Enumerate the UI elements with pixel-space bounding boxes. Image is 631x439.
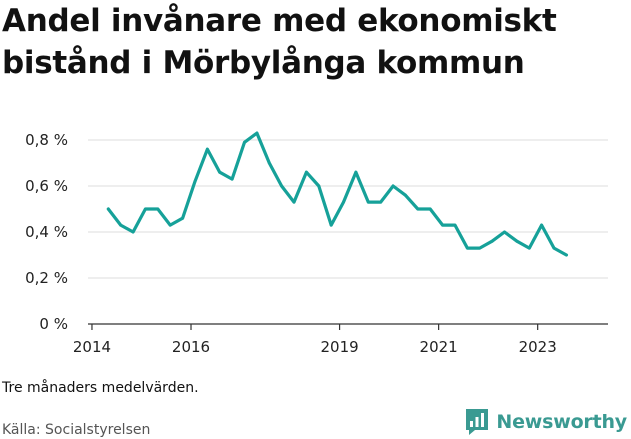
data-point xyxy=(193,180,197,183)
series-line xyxy=(106,131,569,257)
x-tick-label: 2016 xyxy=(172,338,210,356)
y-tick-label: 0,8 % xyxy=(25,131,68,149)
data-point xyxy=(131,230,135,234)
data-point xyxy=(379,200,383,204)
data-point xyxy=(441,223,444,227)
data-point xyxy=(280,184,284,188)
data-point xyxy=(366,200,370,204)
data-point xyxy=(230,177,234,181)
data-point xyxy=(478,246,482,250)
data-point xyxy=(329,223,333,227)
data-point xyxy=(106,207,110,211)
data-point xyxy=(428,207,432,211)
x-tick-label: 2021 xyxy=(420,338,458,356)
data-point xyxy=(503,230,506,234)
data-point xyxy=(354,170,358,174)
source-credit: Källa: Socialstyrelsen xyxy=(2,422,151,438)
data-point xyxy=(391,184,395,188)
brand-logo: Newsworthy xyxy=(464,407,627,437)
y-tick-label: 0,2 % xyxy=(25,269,68,287)
data-point xyxy=(404,193,407,197)
data-point xyxy=(305,170,308,174)
data-point xyxy=(292,200,296,204)
data-point xyxy=(255,131,259,135)
series-layer xyxy=(106,131,569,257)
chart-note: Tre månaders medelvärden. xyxy=(2,380,199,396)
data-point xyxy=(552,246,556,250)
y-tick-label: 0,4 % xyxy=(25,223,68,241)
data-point xyxy=(416,207,420,211)
data-point xyxy=(119,223,123,227)
data-point xyxy=(156,207,160,211)
x-axis: 0 % 0,2 % 0,4 % 0,6 % 0,8 % 2014 2016 2019 2021 2… xyxy=(25,131,557,356)
newsworthy-logo-icon xyxy=(466,409,489,435)
x-tick-label: 2014 xyxy=(73,338,111,356)
data-point xyxy=(565,253,568,257)
x-tick-label: 2019 xyxy=(320,338,358,356)
data-point xyxy=(168,223,172,227)
brand-name: Newsworthy xyxy=(496,411,627,433)
y-tick-label: 0,6 % xyxy=(25,177,68,195)
chart-title-line-1: Andel invånare med ekonomiskt xyxy=(2,3,557,39)
data-point xyxy=(267,161,271,165)
data-point xyxy=(490,239,494,243)
data-point xyxy=(540,223,544,227)
y-tick-label: 0 % xyxy=(39,315,68,333)
data-point xyxy=(144,207,147,211)
data-point xyxy=(453,223,457,227)
data-point xyxy=(205,147,209,151)
x-tick-label: 2023 xyxy=(519,338,557,356)
data-point xyxy=(527,246,531,250)
grid-lines xyxy=(88,139,608,325)
data-point xyxy=(465,246,469,250)
data-point xyxy=(181,216,184,220)
data-point xyxy=(342,200,345,204)
data-point xyxy=(317,184,321,188)
chart-title: Andel invånare med ekonomiskt bistånd i … xyxy=(2,0,622,84)
data-point xyxy=(515,239,519,243)
data-point xyxy=(218,170,222,174)
chart-title-line-2: bistånd i Mörbylånga kommun xyxy=(2,45,525,81)
data-point xyxy=(243,140,246,144)
